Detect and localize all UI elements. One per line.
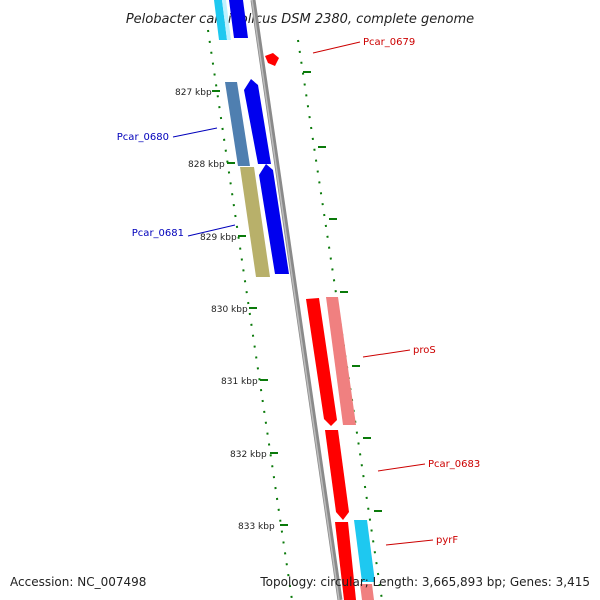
gene-pcar-0681-bar [240,167,270,277]
gene-pcar-0680-bar [225,82,250,166]
gene-pros-arrow [306,298,337,426]
accession-text: Accession: NC_007498 [10,575,147,589]
gene-label-pros: proS [413,345,436,356]
label-leaders [172,41,434,546]
tick-labels: 827 kbp 828 kbp 829 kbp 830 kbp 831 kbp … [175,88,275,532]
tick-label: 830 kbp [211,305,248,315]
gene-pcar-0680-arrow [244,79,271,164]
gene-pcar-0679 [265,53,279,66]
forward-strand-genes [265,53,375,600]
gene-pyrf-red [335,522,356,600]
reverse-strand-genes [214,0,289,277]
gene-top-lightcyan [222,0,231,40]
genome-stats-text: Topology: circular; Length: 3,665,893 bp… [260,575,590,589]
gene-pcar-0681-arrow [259,164,289,274]
gene-pyrf-cyan [354,520,375,582]
gene-label-pcar-0679: Pcar_0679 [363,37,415,48]
tick-label: 827 kbp [175,88,212,98]
gene-label-pcar-0680: Pcar_0680 [117,132,169,143]
gene-bottom-pink [360,584,374,600]
gene-label-pcar-0683: Pcar_0683 [428,459,480,470]
gene-top-blue [229,0,248,38]
inner-major-ticks [212,90,288,526]
gene-label-pcar-0681: Pcar_0681 [132,228,184,239]
tick-label: 833 kbp [238,522,275,532]
gene-pros-light-bar [326,297,356,425]
genome-backbone [250,0,343,600]
tick-label: 828 kbp [188,160,225,170]
tick-label: 831 kbp [221,377,258,387]
gene-pcar-0683-arrow [325,430,349,520]
tick-label: 832 kbp [230,450,267,460]
tick-label: 829 kbp [200,233,237,243]
gene-label-pyrf: pyrF [436,535,458,546]
gene-top-cyan [214,0,227,40]
outer-major-ticks [303,71,382,512]
genome-title: Pelobacter carbinolicus DSM 2380, comple… [126,12,474,27]
gene-labels: Pcar_0679 Pcar_0680 Pcar_0681 proS Pcar_… [117,37,480,546]
